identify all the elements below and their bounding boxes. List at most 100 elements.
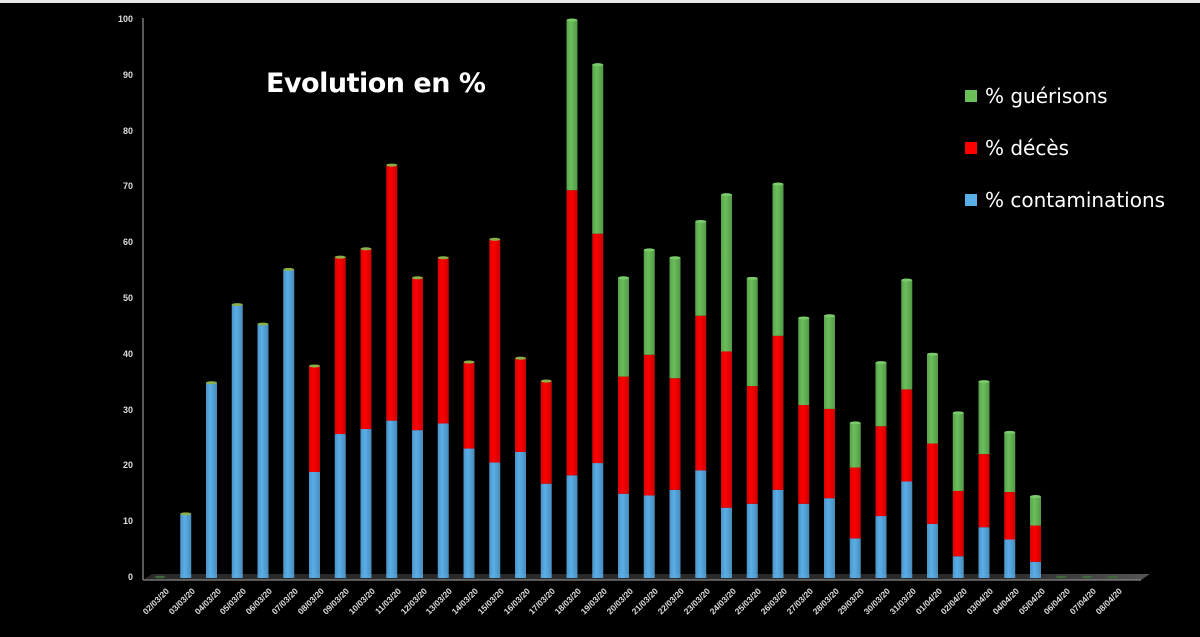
bar-segment — [927, 523, 938, 578]
y-tick-label: 90 — [122, 69, 133, 80]
bar-cap — [669, 256, 681, 260]
bar-segment — [309, 471, 320, 578]
bar-cap — [257, 322, 269, 326]
bar-segment — [721, 507, 732, 578]
bar-segment — [643, 249, 655, 355]
bar-cap — [334, 255, 346, 259]
bar-segment — [257, 324, 269, 578]
bar-cap — [540, 379, 552, 383]
bar-segment — [875, 426, 887, 517]
legend-swatch-icon — [965, 90, 977, 102]
bar-segment — [386, 420, 398, 578]
bar-cap — [901, 278, 913, 282]
bar-segment — [592, 463, 604, 578]
y-tick-label: 40 — [122, 348, 133, 359]
bar-segment — [978, 454, 990, 528]
bar-segment — [540, 483, 552, 578]
bar-cap — [154, 575, 166, 579]
bar-cap — [463, 360, 475, 364]
bar-segment — [1030, 525, 1041, 562]
legend-item-contaminations: % contaminations — [965, 174, 1165, 226]
bar-segment — [798, 317, 810, 406]
bar-cap — [309, 364, 320, 368]
bar-cap — [849, 421, 861, 425]
bar-segment — [566, 475, 578, 578]
bar-cap — [360, 247, 372, 251]
bar-segment — [566, 190, 578, 476]
bar-segment — [952, 412, 964, 491]
legend-label: % contaminations — [985, 188, 1166, 212]
bar-cap — [1107, 575, 1119, 579]
bar-segment — [437, 257, 449, 424]
bar-segment — [309, 365, 320, 472]
legend-item-deces: % décès — [965, 122, 1165, 174]
bar-cap — [695, 219, 707, 223]
bar-segment — [798, 405, 810, 504]
bar-segment — [875, 362, 887, 427]
bar-segment — [386, 165, 398, 421]
bar-segment — [643, 495, 655, 578]
bar-cap — [643, 248, 655, 252]
bar-cap — [875, 361, 887, 365]
bar-segment — [360, 429, 372, 578]
bar-segment — [721, 351, 732, 508]
legend-swatch-icon — [965, 194, 977, 206]
y-tick-label: 60 — [122, 237, 133, 248]
bar-segment — [489, 239, 501, 463]
bar-segment — [180, 513, 192, 578]
bar-cap — [798, 316, 810, 320]
bar-segment — [901, 481, 913, 578]
bar-segment — [334, 434, 346, 578]
bar-segment — [515, 451, 526, 578]
bar-segment — [1030, 561, 1041, 578]
y-tick-label: 10 — [122, 516, 133, 527]
bar-cap — [1030, 495, 1041, 499]
bar-segment — [824, 315, 835, 409]
bar-segment — [695, 315, 707, 471]
bar-cap — [1081, 575, 1093, 579]
bar-segment — [695, 470, 707, 578]
bar-cap — [592, 63, 604, 67]
bar-segment — [669, 257, 681, 379]
bar-segment — [772, 489, 784, 578]
bar-segment — [669, 378, 681, 490]
bar-segment — [437, 423, 449, 578]
bar-segment — [798, 503, 810, 578]
chart-title: Evolution en % — [266, 68, 486, 99]
y-tick-label: 80 — [122, 125, 133, 136]
bar-segment — [849, 538, 861, 578]
bar-segment — [566, 20, 578, 191]
y-tick-label: 70 — [122, 181, 133, 192]
bar-segment — [927, 443, 938, 524]
legend-item-guerisons: % guérisons — [965, 70, 1165, 122]
bar-segment — [412, 277, 423, 431]
bar-segment — [824, 408, 835, 499]
bar-segment — [1030, 496, 1041, 526]
bar-cap — [824, 314, 835, 318]
legend-label: % guérisons — [985, 84, 1108, 108]
bar-segment — [540, 381, 552, 484]
bar-segment — [901, 280, 913, 390]
bar-segment — [618, 493, 629, 578]
bar-cap — [566, 18, 578, 22]
bar-cap — [772, 182, 784, 186]
y-tick-label: 50 — [122, 293, 133, 303]
bar-segment — [978, 381, 990, 455]
y-tick-label: 0 — [127, 572, 133, 582]
bar-cap — [618, 276, 629, 280]
legend-label: % décès — [985, 136, 1070, 160]
bar-segment — [746, 386, 758, 504]
chart-legend: % guérisons % décès % contaminations — [965, 70, 1165, 226]
bar-segment — [592, 64, 604, 234]
bar-cap — [180, 512, 192, 516]
y-tick-label: 100 — [117, 14, 133, 24]
bar-segment — [669, 489, 681, 578]
bar-segment — [746, 278, 758, 387]
bar-segment — [746, 503, 758, 578]
bar-segment — [618, 277, 629, 377]
bar-segment — [592, 233, 604, 464]
bar-segment — [360, 248, 372, 430]
bar-segment — [463, 448, 475, 578]
bar-cap — [386, 163, 398, 167]
bar-segment — [334, 257, 346, 435]
